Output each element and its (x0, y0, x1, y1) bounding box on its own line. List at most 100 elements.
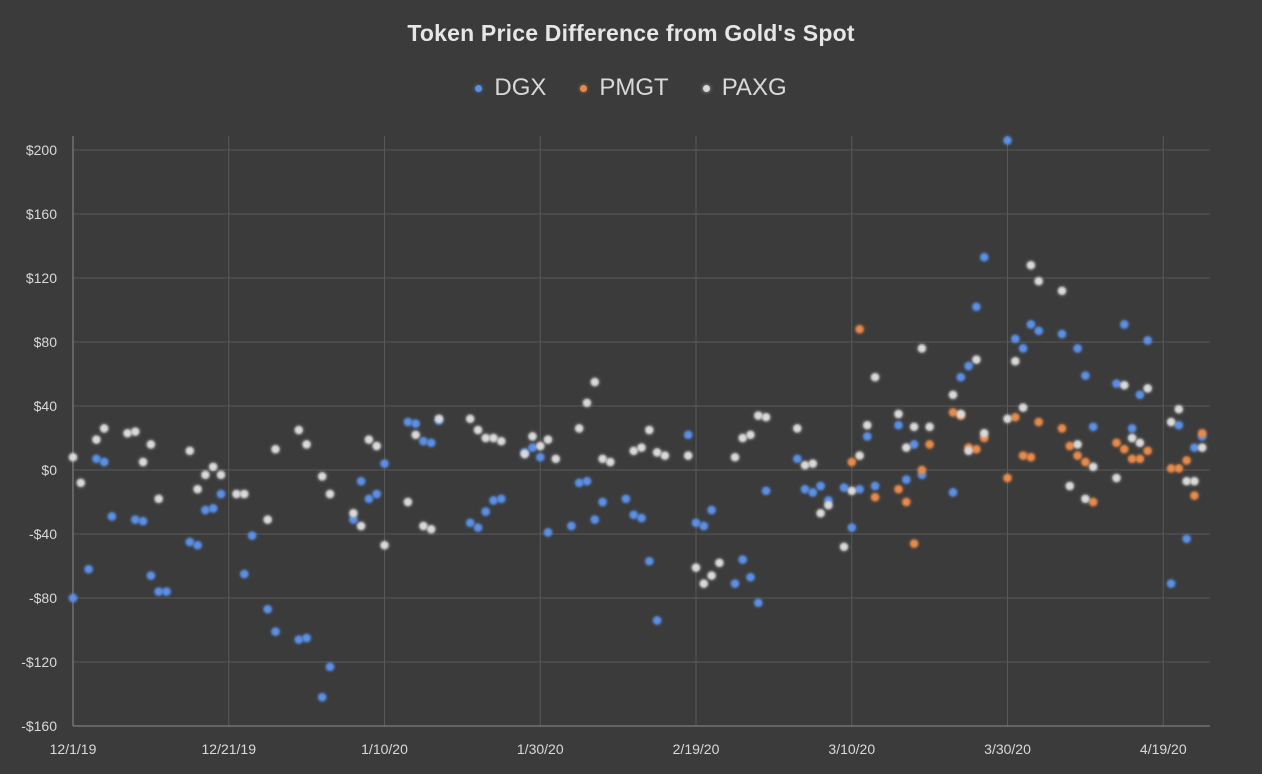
point-pmgt (917, 465, 927, 475)
point-dgx (1174, 420, 1184, 430)
point-dgx (263, 604, 273, 614)
point-pmgt (1143, 446, 1153, 456)
point-paxg (1182, 476, 1191, 486)
point-paxg (481, 433, 491, 443)
point-dgx (1190, 443, 1199, 452)
point-paxg (302, 440, 311, 449)
point-paxg (185, 446, 195, 456)
point-paxg (894, 409, 903, 419)
point-dgx (185, 537, 195, 547)
point-pmgt (855, 324, 864, 334)
point-pmgt (901, 497, 911, 507)
point-pmgt (1190, 491, 1199, 500)
legend-label: PMGT (599, 74, 669, 101)
point-paxg (294, 425, 304, 435)
point-paxg (660, 451, 670, 460)
point-paxg (201, 470, 210, 480)
point-dgx (349, 515, 358, 524)
point-paxg (948, 390, 958, 400)
point-paxg (1112, 473, 1121, 483)
point-paxg (76, 478, 86, 488)
point-paxg (964, 446, 973, 456)
point-paxg (598, 454, 607, 464)
y-tick-label: $160 (26, 206, 57, 222)
point-paxg (92, 435, 101, 444)
point-paxg (551, 454, 561, 464)
point-dgx (426, 438, 436, 448)
point-dgx (956, 372, 966, 382)
point-paxg (263, 515, 273, 524)
point-paxg (652, 448, 662, 457)
point-paxg (972, 355, 981, 364)
point-pmgt (1081, 457, 1090, 467)
legend-item-pmgt: PMGT (580, 74, 669, 102)
point-paxg (138, 457, 148, 467)
point-dgx (738, 555, 748, 564)
point-dgx (870, 481, 880, 491)
point-pmgt (1135, 454, 1145, 464)
point-dgx (1127, 424, 1137, 433)
point-paxg (956, 409, 966, 419)
y-tick-label: -$120 (21, 654, 57, 670)
point-dgx (294, 635, 304, 644)
point-paxg (800, 460, 810, 470)
point-paxg (349, 508, 358, 518)
point-paxg (839, 542, 849, 552)
point-pmgt (1003, 473, 1012, 483)
point-dgx (489, 496, 498, 505)
point-dgx (730, 579, 740, 588)
point-paxg (239, 489, 249, 499)
point-paxg (411, 430, 421, 440)
point-dgx (1073, 344, 1082, 353)
point-dgx (92, 454, 101, 464)
point-dgx (1182, 534, 1191, 544)
point-dgx (574, 478, 584, 488)
point-dgx (372, 489, 382, 499)
point-dgx (193, 540, 202, 550)
point-paxg (68, 452, 78, 462)
x-tick-label: 12/21/19 (202, 741, 257, 757)
point-paxg (1057, 286, 1067, 296)
y-tick-label: $200 (26, 142, 57, 158)
point-paxg (99, 424, 109, 433)
point-dgx (707, 505, 716, 515)
point-dgx (761, 486, 771, 496)
point-dgx (1166, 579, 1176, 588)
point-dgx (598, 497, 607, 507)
point-paxg (847, 486, 857, 496)
point-dgx (792, 454, 802, 464)
point-paxg (232, 489, 241, 499)
point-pmgt (1057, 424, 1067, 433)
point-paxg (1197, 443, 1207, 452)
point-dgx (138, 516, 148, 526)
point-dgx (535, 452, 545, 462)
point-dgx (239, 569, 249, 579)
point-dgx (162, 587, 171, 596)
point-dgx (419, 436, 428, 446)
point-pmgt (894, 484, 903, 494)
point-dgx (948, 488, 958, 497)
point-dgx (1057, 329, 1067, 339)
point-paxg (208, 462, 218, 472)
point-dgx (154, 587, 164, 596)
point-paxg (403, 497, 413, 507)
point-dgx (1034, 326, 1044, 336)
point-dgx (753, 598, 763, 608)
point-paxg (1166, 417, 1176, 427)
x-tick-label: 1/30/20 (517, 741, 564, 757)
y-tick-label: $120 (26, 270, 57, 286)
point-paxg (707, 571, 716, 580)
point-dgx (201, 505, 210, 515)
point-paxg (590, 377, 600, 387)
legend-item-dgx: DGX (475, 74, 546, 102)
point-paxg (146, 440, 156, 449)
point-dgx (699, 521, 709, 531)
point-dgx (84, 564, 93, 574)
point-pmgt (1073, 451, 1082, 460)
point-paxg (574, 424, 584, 433)
point-pmgt (1174, 464, 1184, 473)
point-paxg (1026, 260, 1036, 270)
point-paxg (543, 435, 553, 444)
point-paxg (1127, 433, 1137, 443)
